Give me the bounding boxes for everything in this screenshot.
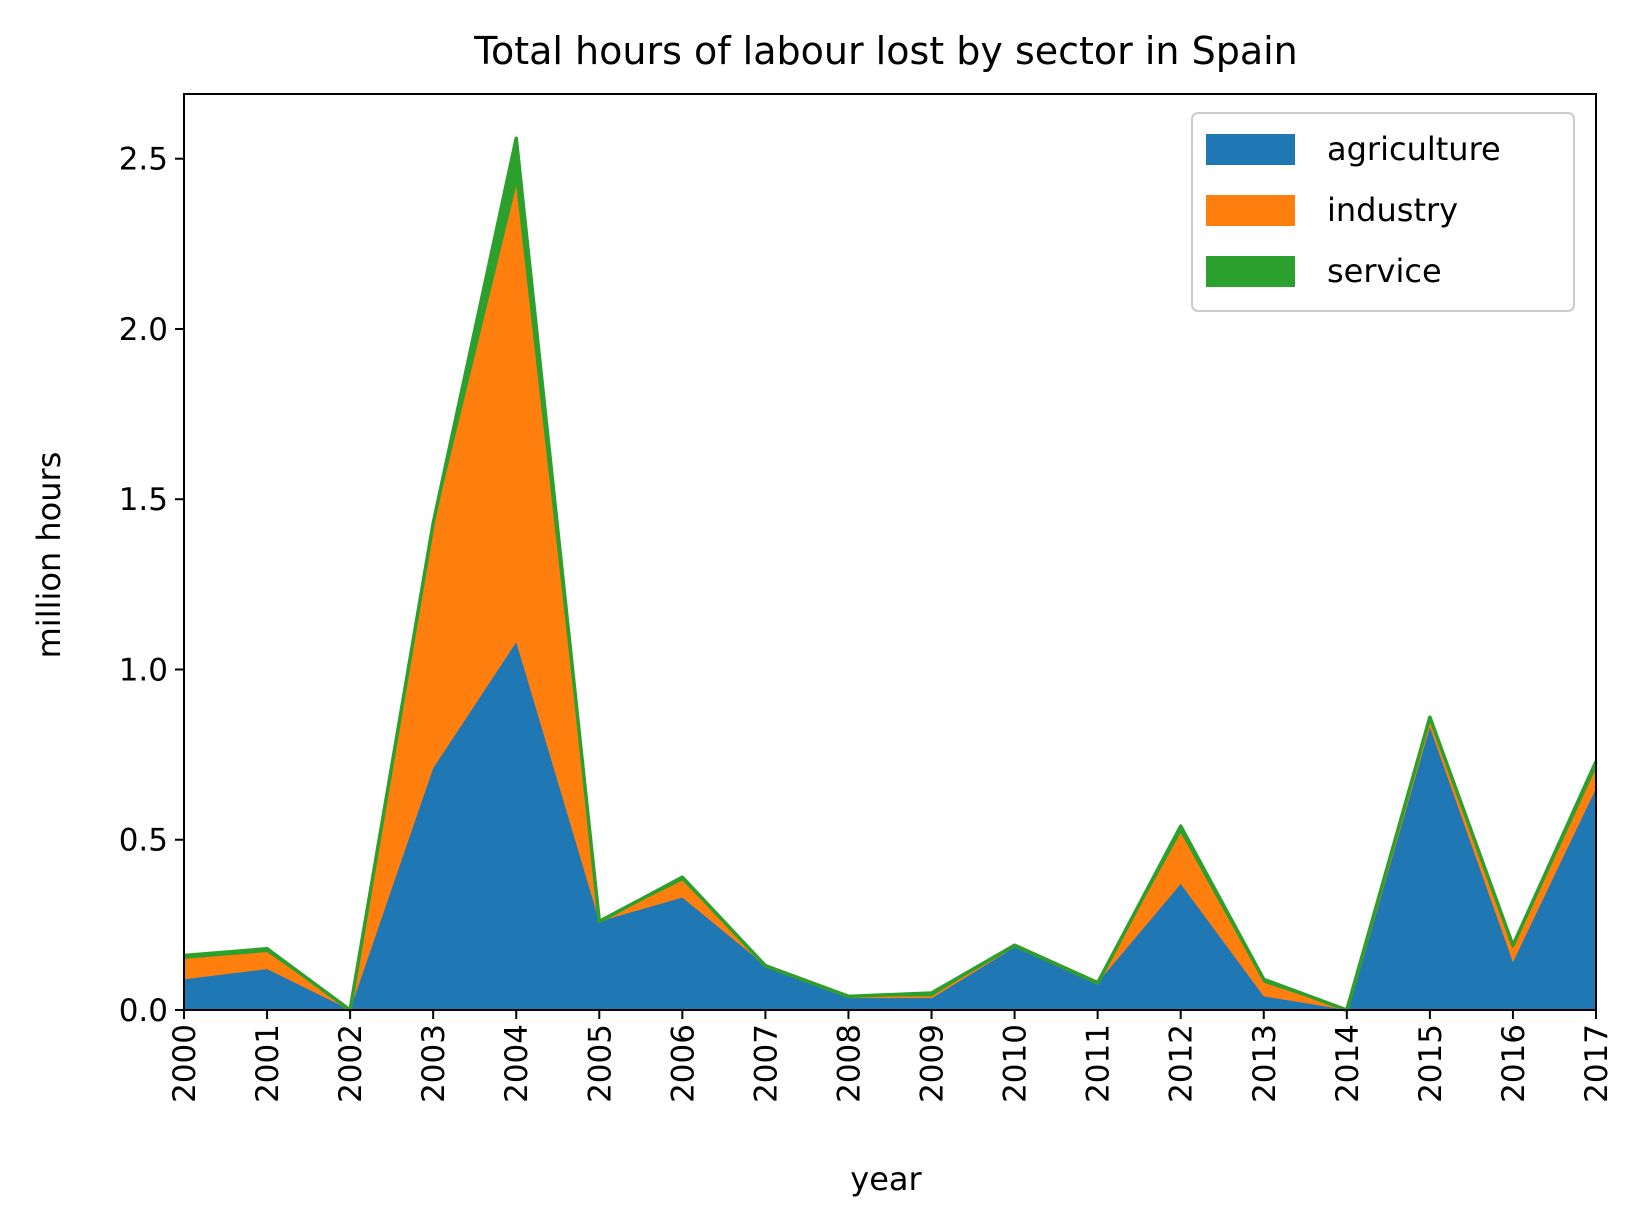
plot-frame xyxy=(183,93,1597,1011)
x-tick-label: 2002 xyxy=(333,1024,369,1103)
x-tick-label: 2014 xyxy=(1330,1024,1366,1103)
area-agriculture xyxy=(184,642,1596,1010)
axes-layer: 2000 2001 2002 2003 2004 2005 2006 2007 2008 2009… xyxy=(119,93,1615,1103)
area-service xyxy=(184,138,1596,1010)
area-industry xyxy=(184,185,1596,1010)
x-tick-label: 2017 xyxy=(1579,1024,1615,1103)
y-axis-label: million hours xyxy=(30,452,68,659)
legend-label-service: service xyxy=(1327,252,1442,290)
legend: agriculture industry service xyxy=(1191,112,1575,312)
x-tick-label: 2011 xyxy=(1081,1024,1117,1103)
y-tick-label: 2.5 xyxy=(119,142,168,178)
x-tick-label: 2006 xyxy=(665,1024,701,1103)
legend-swatch-industry xyxy=(1206,195,1295,226)
areas-layer xyxy=(183,136,1598,1012)
x-tick-label: 2004 xyxy=(499,1024,535,1103)
y-tick-label: 1.5 xyxy=(119,482,168,518)
legend-swatch-agriculture xyxy=(1206,134,1295,165)
x-tick-label: 2000 xyxy=(167,1024,203,1103)
x-tick-label: 2008 xyxy=(831,1024,867,1103)
x-tick-label: 2012 xyxy=(1164,1024,1200,1103)
x-tick-label: 2007 xyxy=(748,1024,784,1103)
x-tick-label: 2003 xyxy=(416,1024,452,1103)
y-tick-label: 1.0 xyxy=(119,652,168,688)
x-tick-label: 2001 xyxy=(250,1024,286,1103)
x-tick-label: 2013 xyxy=(1247,1024,1283,1103)
y-tick-label: 2.0 xyxy=(119,312,168,348)
y-tick-label: 0.5 xyxy=(119,823,168,859)
x-tick-label: 2010 xyxy=(998,1024,1034,1103)
x-tick-label: 2005 xyxy=(582,1024,618,1103)
chart-title: Total hours of labour lost by sector in … xyxy=(473,29,1298,73)
x-tick-label: 2016 xyxy=(1496,1024,1532,1103)
legend-label-agriculture: agriculture xyxy=(1327,130,1501,168)
y-tick-label: 0.0 xyxy=(119,993,168,1029)
legend-swatch-service xyxy=(1206,256,1295,287)
x-tick-label: 2015 xyxy=(1413,1024,1449,1103)
line-service xyxy=(183,136,1598,1012)
x-tick-label: 2009 xyxy=(915,1024,951,1103)
x-axis-label: year xyxy=(850,1160,922,1198)
legend-label-industry: industry xyxy=(1327,191,1458,229)
